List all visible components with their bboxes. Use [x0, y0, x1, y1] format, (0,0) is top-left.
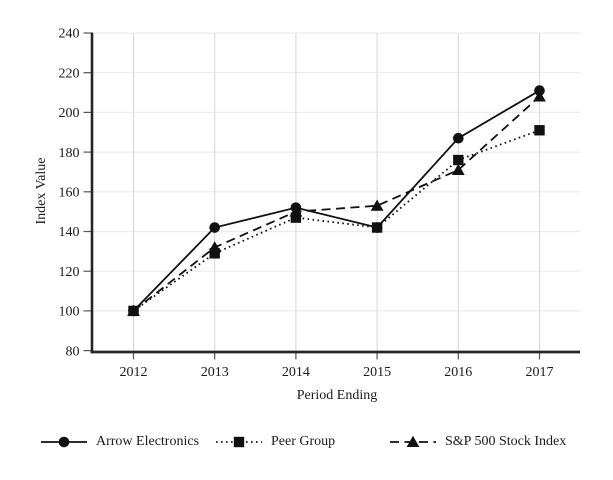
- circle-marker-icon: [41, 434, 87, 450]
- x-tick-label: 2012: [120, 365, 148, 380]
- y-tick-label: 100: [59, 305, 80, 320]
- series-peer-group: [128, 125, 545, 317]
- chart-legend: Arrow Electronics Peer Group S&P 500 Sto…: [0, 434, 613, 454]
- triangle-marker-icon: [390, 434, 436, 450]
- x-axis-title: Period Ending: [296, 388, 378, 403]
- x-tick-label: 2015: [363, 365, 391, 380]
- y-tick-label: 220: [59, 66, 80, 81]
- series-arrow-electronics: [128, 85, 545, 317]
- x-tick-label: 2014: [282, 365, 310, 380]
- legend-label: S&P 500 Stock Index: [445, 434, 567, 449]
- y-tick-label: 120: [59, 265, 80, 280]
- y-tick-label: 200: [59, 106, 80, 121]
- x-tick-label: 2016: [444, 365, 472, 380]
- y-tick-label: 140: [59, 225, 80, 240]
- y-tick-label: 80: [66, 344, 80, 359]
- x-tick-label: 2017: [526, 365, 554, 380]
- legend-entry-arrow-electronics: Arrow Electronics: [41, 434, 199, 450]
- legend-label: Arrow Electronics: [96, 434, 200, 449]
- axes: [90, 33, 580, 354]
- axis-ticks: 80 100 120 140 160 180 200 220 240 2012 2013 2014 20…: [59, 27, 554, 380]
- legend-entry-sp500: S&P 500 Stock Index: [390, 434, 566, 450]
- gridlines: [93, 32, 580, 351]
- legend-entry-peer-group: Peer Group: [216, 434, 335, 450]
- y-tick-label: 240: [59, 27, 80, 42]
- square-marker-icon: [216, 434, 262, 450]
- y-tick-label: 160: [59, 186, 80, 201]
- y-tick-label: 180: [59, 146, 80, 161]
- y-axis-title: Index Value: [34, 157, 49, 225]
- legend-label: Peer Group: [271, 434, 336, 449]
- x-tick-label: 2013: [201, 365, 229, 380]
